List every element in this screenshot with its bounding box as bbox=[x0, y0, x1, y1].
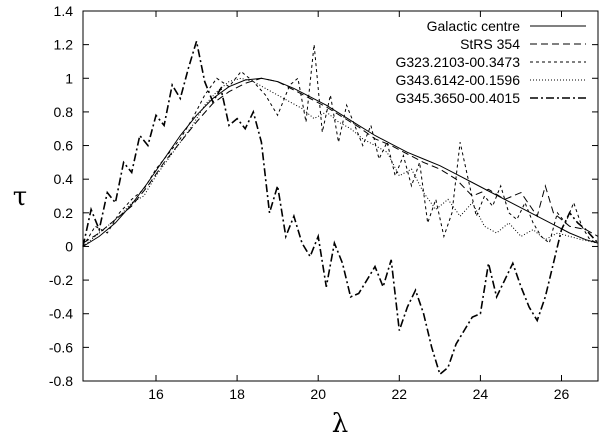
y-tick-label: -0.4 bbox=[49, 306, 73, 322]
legend: Galactic centre StRS 354 G323.2103-00.3473… bbox=[395, 18, 586, 106]
y-axis-label: τ bbox=[13, 182, 27, 212]
legend-label: StRS 354 bbox=[460, 36, 520, 52]
y-tick-label: 0.8 bbox=[54, 104, 74, 120]
legend-label: Galactic centre bbox=[427, 18, 521, 34]
series-line-1 bbox=[82, 77, 599, 247]
y-tick-label: 0.2 bbox=[54, 205, 74, 221]
series-line-4 bbox=[82, 77, 599, 247]
y-tick-label: 1 bbox=[65, 70, 73, 86]
series-line-2 bbox=[82, 77, 599, 244]
series-line-5 bbox=[82, 41, 599, 376]
x-tick-label: 24 bbox=[473, 386, 489, 402]
series-layer bbox=[82, 41, 599, 376]
series-line-3 bbox=[82, 44, 599, 247]
legend-label: G345.3650-00.4015 bbox=[395, 90, 520, 106]
y-tick-label: -0.2 bbox=[49, 272, 73, 288]
x-tick-label: 22 bbox=[392, 386, 408, 402]
y-tick-label: 1.4 bbox=[54, 3, 74, 19]
y-tick-label: -0.6 bbox=[49, 339, 73, 355]
y-tick-label: 1.2 bbox=[54, 37, 74, 53]
x-axis-label: λ bbox=[332, 409, 348, 438]
legend-label: G343.6142-00.1596 bbox=[395, 72, 520, 88]
y-tick-label: 0 bbox=[65, 238, 73, 254]
x-tick-label: 16 bbox=[148, 386, 164, 402]
ticks-layer: 16 18 20 22 24 26 -0.8 -0.6 -0.4 -0.2 0 0.2 0.4 0.6 0.… bbox=[49, 3, 598, 402]
legend-label: G323.2103-00.3473 bbox=[395, 54, 520, 70]
x-tick-label: 26 bbox=[554, 386, 570, 402]
x-tick-label: 20 bbox=[310, 386, 326, 402]
plot-frame bbox=[82, 10, 599, 382]
y-tick-label: 0.4 bbox=[54, 171, 74, 187]
y-tick-label: -0.8 bbox=[49, 373, 73, 389]
y-tick-label: 0.6 bbox=[54, 138, 74, 154]
x-tick-label: 18 bbox=[229, 386, 245, 402]
